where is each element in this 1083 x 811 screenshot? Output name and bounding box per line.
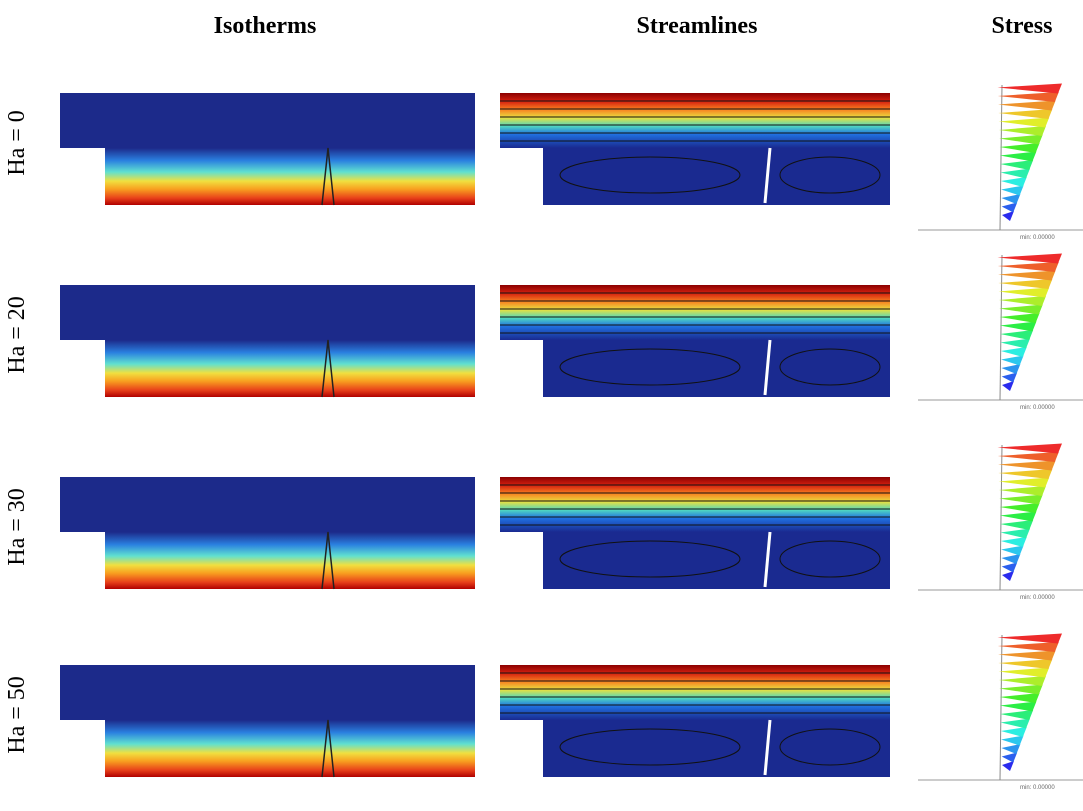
stress-arrow bbox=[999, 305, 1043, 315]
stress-arrow bbox=[1001, 169, 1031, 179]
stress-arrow bbox=[1001, 554, 1020, 564]
stress-arrow bbox=[1000, 143, 1040, 153]
isotherm-channel bbox=[60, 665, 475, 720]
stress-min: min: 0.00000 bbox=[1020, 235, 1055, 241]
stress-min: min: 0.00000 bbox=[1020, 595, 1055, 601]
stress-arrow bbox=[1001, 356, 1024, 366]
stress-arrow bbox=[1001, 364, 1020, 374]
stress-arrow bbox=[998, 444, 1063, 454]
stress-arrow bbox=[999, 296, 1046, 306]
stress-arrow bbox=[999, 478, 1049, 488]
stress-arrow bbox=[999, 135, 1043, 145]
stress-arrow bbox=[999, 668, 1049, 678]
stress-axis bbox=[1000, 635, 1002, 780]
stress-arrow bbox=[1001, 347, 1027, 357]
column-title: Isotherms bbox=[214, 13, 317, 39]
stress-min: min: 0.00000 bbox=[1020, 405, 1055, 411]
row-label: Ha = 0 bbox=[4, 110, 30, 176]
stress-arrow bbox=[1001, 744, 1020, 754]
row-label: Ha = 30 bbox=[4, 488, 30, 566]
stress-arrow bbox=[1001, 719, 1031, 729]
stress-arrow bbox=[1002, 203, 1018, 213]
stress-arrow bbox=[998, 262, 1059, 272]
row-label: Ha = 50 bbox=[4, 676, 30, 754]
stress-arrow bbox=[1002, 211, 1014, 221]
stress-arrow bbox=[1000, 313, 1040, 323]
stress-arrow bbox=[1002, 753, 1018, 763]
stress-arrow bbox=[998, 651, 1056, 661]
stress-arrow bbox=[1000, 520, 1033, 530]
stress-arrow bbox=[1002, 373, 1018, 383]
stress-arrow bbox=[998, 84, 1063, 94]
stress-arrow bbox=[998, 92, 1059, 102]
stress-arrow bbox=[1001, 727, 1027, 737]
column-title: Stress bbox=[992, 13, 1053, 39]
stress-arrow bbox=[1000, 512, 1037, 522]
stress-arrow bbox=[999, 126, 1046, 136]
stress-arrow bbox=[1001, 529, 1031, 539]
stress-arrow bbox=[1001, 546, 1024, 556]
stress-arrow bbox=[998, 634, 1063, 644]
stress-arrow bbox=[999, 118, 1049, 128]
stress-arrow bbox=[1001, 736, 1024, 746]
stress-axis bbox=[1000, 445, 1002, 590]
stress-arrow bbox=[998, 461, 1056, 471]
stress-arrow bbox=[1002, 761, 1014, 771]
stress-arrow bbox=[1001, 177, 1027, 187]
figure: Isotherms Streamlines Stress Ha = 0 min: … bbox=[0, 0, 1083, 811]
stress-arrow bbox=[1001, 537, 1027, 547]
stream-cavity bbox=[543, 532, 890, 589]
stress-arrow bbox=[1000, 693, 1040, 703]
row-label: Ha = 20 bbox=[4, 296, 30, 374]
stress-arrow bbox=[998, 469, 1052, 479]
stress-arrow bbox=[998, 279, 1052, 289]
stress-arrow bbox=[1002, 571, 1014, 581]
isotherm-channel bbox=[60, 477, 475, 532]
stream-cavity bbox=[543, 148, 890, 205]
stress-arrow bbox=[999, 676, 1046, 686]
stress-axis bbox=[1000, 255, 1002, 400]
stress-arrow bbox=[1000, 330, 1033, 340]
stress-arrow bbox=[998, 101, 1056, 111]
stream-cavity bbox=[543, 720, 890, 777]
isotherm-cavity bbox=[105, 720, 475, 777]
stress-arrow bbox=[998, 271, 1056, 281]
column-title: Streamlines bbox=[637, 13, 758, 39]
stress-arrow bbox=[1000, 322, 1037, 332]
stress-arrow bbox=[1002, 381, 1014, 391]
stress-axis bbox=[1000, 85, 1002, 230]
stress-arrow bbox=[1002, 563, 1018, 573]
stress-arrow bbox=[1000, 710, 1033, 720]
stress-arrow bbox=[998, 642, 1059, 652]
stream-cavity bbox=[543, 340, 890, 397]
isotherm-cavity bbox=[105, 532, 475, 589]
stress-arrow bbox=[1001, 186, 1024, 196]
isotherm-channel bbox=[60, 93, 475, 148]
stress-arrow bbox=[999, 288, 1049, 298]
stress-arrow bbox=[1000, 152, 1037, 162]
stress-arrow bbox=[998, 659, 1052, 669]
stress-arrow bbox=[999, 495, 1043, 505]
isotherm-channel bbox=[60, 285, 475, 340]
stress-arrow bbox=[999, 685, 1043, 695]
stress-arrow bbox=[1000, 160, 1033, 170]
stress-arrow bbox=[998, 452, 1059, 462]
stress-arrow bbox=[1000, 503, 1040, 513]
isotherm-cavity bbox=[105, 340, 475, 397]
isotherm-cavity bbox=[105, 148, 475, 205]
stress-min: min: 0.00000 bbox=[1020, 785, 1055, 791]
stress-arrow bbox=[998, 254, 1063, 264]
stress-arrow bbox=[1001, 339, 1031, 349]
stress-arrow bbox=[1000, 702, 1037, 712]
stress-arrow bbox=[1001, 194, 1020, 204]
stress-arrow bbox=[999, 486, 1046, 496]
stress-arrow bbox=[998, 109, 1052, 119]
